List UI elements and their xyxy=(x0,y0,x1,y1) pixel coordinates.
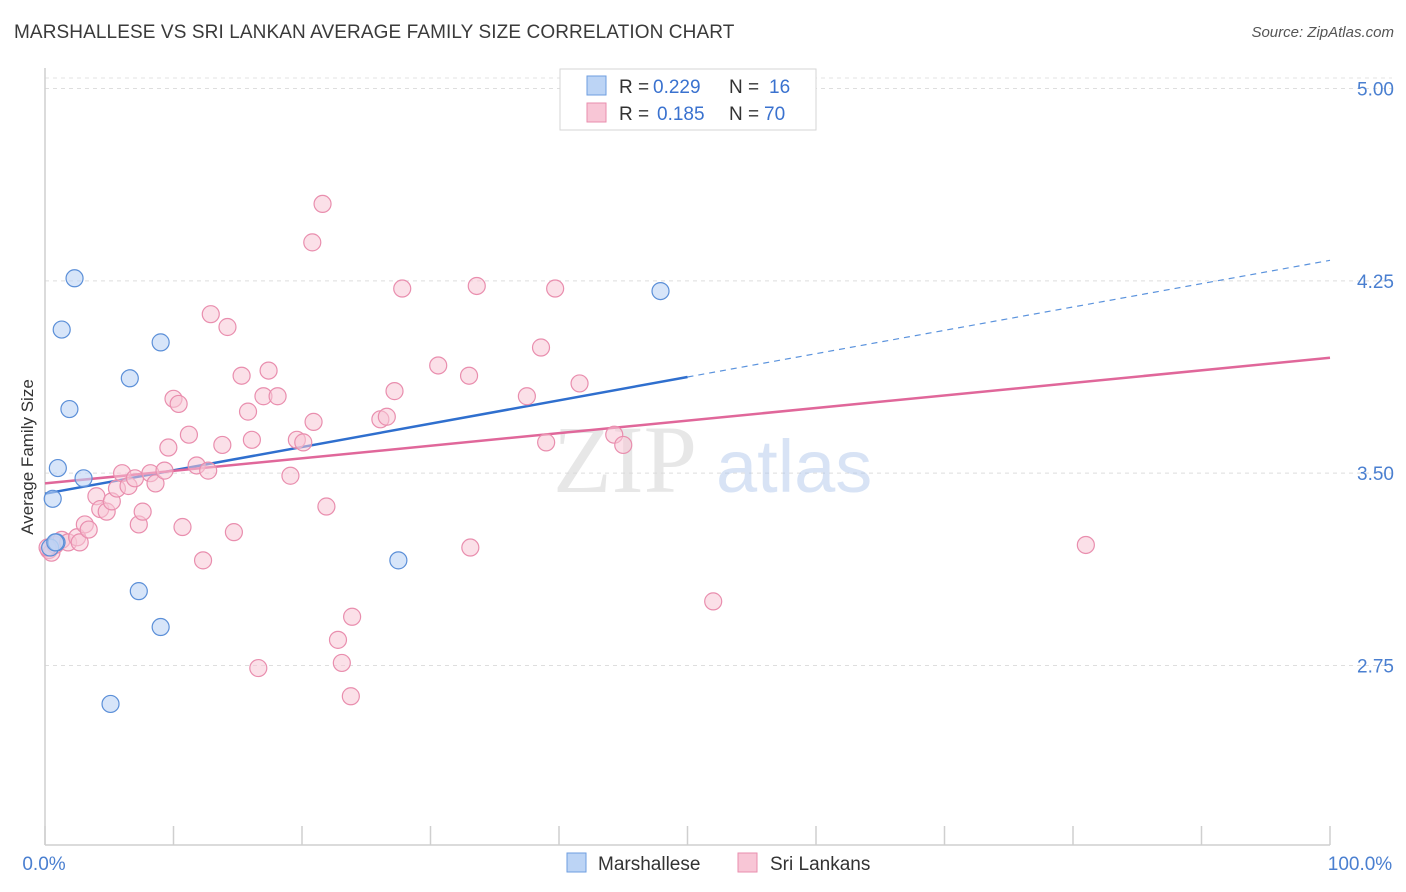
sri-lankans-point xyxy=(328,630,348,649)
watermark-zip: ZIP xyxy=(553,406,697,513)
sri-lankans-point xyxy=(242,430,261,449)
x-tick-label-max: 100.0% xyxy=(1328,854,1393,875)
y-axis-title: Average Family Size xyxy=(18,379,37,535)
sri-lankans-point xyxy=(704,592,723,611)
source-credit: Source: ZipAtlas.com xyxy=(1251,24,1394,41)
sri-lankans-point xyxy=(173,517,192,537)
sri-lankans-point xyxy=(461,538,480,557)
marshallese-point xyxy=(48,458,67,478)
sri-lankans-point xyxy=(268,387,287,406)
y-tick-labels: 2.75 3.50 4.25 5.00 xyxy=(1357,80,1394,678)
sri-lankans-point xyxy=(179,425,199,444)
stats-r-value-1: 0.229 xyxy=(653,77,701,98)
y-tick-label: 4.25 xyxy=(1357,272,1394,293)
sri-lankans-point xyxy=(537,433,556,452)
sri-lankans-point xyxy=(193,551,213,570)
sri-lankans-point xyxy=(1076,535,1095,555)
sri-lankans-point xyxy=(341,687,360,706)
sri-lankans-point xyxy=(155,461,174,480)
sri-lankans-point xyxy=(294,433,313,452)
stats-n-label-2: N = xyxy=(729,104,759,125)
marshallese-point xyxy=(151,617,170,637)
sri-lankans-point xyxy=(303,233,322,252)
sri-lankans-point xyxy=(213,435,232,455)
marshallese-point xyxy=(65,269,84,288)
sri-lankans-trend-line xyxy=(44,356,1331,485)
sri-lankans-point xyxy=(201,305,220,324)
legend-label-sri-lankans: Sri Lankans xyxy=(770,854,870,875)
sri-lankans-point xyxy=(459,366,479,385)
sri-lankans-point xyxy=(517,387,536,406)
sri-lankans-point xyxy=(343,607,362,626)
marshallese-point xyxy=(101,694,120,714)
legend-label-marshallese: Marshallese xyxy=(598,854,700,875)
stats-n-value-1: 16 xyxy=(769,77,790,98)
series-legend: Marshallese Sri Lankans xyxy=(566,852,870,875)
stats-swatch-marshallese xyxy=(586,75,607,96)
marshallese-point xyxy=(74,469,93,488)
sri-lankans-point xyxy=(467,276,486,296)
sri-lankans-point xyxy=(218,317,237,337)
sri-lankans-point xyxy=(531,338,551,357)
sri-lankans-point xyxy=(546,279,565,298)
y-tick-label: 3.50 xyxy=(1357,464,1394,485)
watermark-atlas: atlas xyxy=(716,425,872,508)
sri-lankans-point xyxy=(232,366,251,385)
sri-lankans-point xyxy=(570,374,589,393)
stats-r-value-2: 0.185 xyxy=(657,104,705,125)
sri-lankans-point xyxy=(70,533,89,552)
sri-lankans-point xyxy=(249,658,268,678)
sri-lankans-point xyxy=(317,497,336,516)
x-tick-label-min: 0.0% xyxy=(22,854,65,875)
sri-lankans-point xyxy=(199,461,218,480)
stats-legend: R = 0.229 N = 16 R = 0.185 N = 70 xyxy=(559,68,817,131)
sri-lankans-point xyxy=(332,653,351,673)
sri-lankans-point xyxy=(79,520,98,539)
sri-lankans-point xyxy=(281,466,300,485)
marshallese-point xyxy=(43,489,62,508)
y-tick-label: 5.00 xyxy=(1357,80,1394,101)
sri-lankans-point xyxy=(304,412,323,431)
marshallese-point xyxy=(389,551,408,570)
sri-lankans-point xyxy=(313,194,332,214)
watermark: ZIP atlas xyxy=(553,406,872,513)
sri-lankans-point xyxy=(238,402,258,421)
sri-lankans-points xyxy=(38,194,1095,706)
sri-lankans-point xyxy=(133,502,152,521)
sri-lankans-point xyxy=(125,469,145,488)
sri-lankans-point xyxy=(377,407,396,426)
marshallese-point xyxy=(120,369,139,388)
stats-n-label-1: N = xyxy=(729,77,759,98)
marshallese-point xyxy=(52,320,71,339)
legend-swatch-sri-lankans xyxy=(737,852,758,873)
sri-lankans-point xyxy=(224,523,243,542)
stats-r-label-2: R = xyxy=(619,104,649,125)
sri-lankans-point xyxy=(429,356,448,375)
stats-n-value-2: 70 xyxy=(764,104,785,125)
marshallese-trend-extension xyxy=(687,259,1331,378)
marshallese-points xyxy=(41,269,670,714)
stats-swatch-sri-lankans xyxy=(586,102,607,123)
sri-lankans-point xyxy=(385,382,404,401)
sri-lankans-point xyxy=(393,279,412,298)
sri-lankans-point xyxy=(146,474,165,493)
marshallese-point xyxy=(651,281,670,301)
marshallese-point xyxy=(129,582,148,601)
sri-lankans-point xyxy=(259,361,278,380)
marshallese-point xyxy=(46,533,65,552)
marshallese-point xyxy=(60,399,79,419)
marshallese-point xyxy=(151,333,170,352)
sri-lankans-point xyxy=(614,435,633,455)
chart-title: MARSHALLESE VS SRI LANKAN AVERAGE FAMILY… xyxy=(14,22,735,43)
legend-swatch-marshallese xyxy=(566,852,587,873)
sri-lankans-point xyxy=(169,394,188,414)
x-axis-ticks xyxy=(44,826,1331,845)
y-tick-label: 2.75 xyxy=(1357,656,1394,677)
sri-lankans-point xyxy=(159,438,178,457)
stats-r-label-1: R = xyxy=(619,77,649,98)
